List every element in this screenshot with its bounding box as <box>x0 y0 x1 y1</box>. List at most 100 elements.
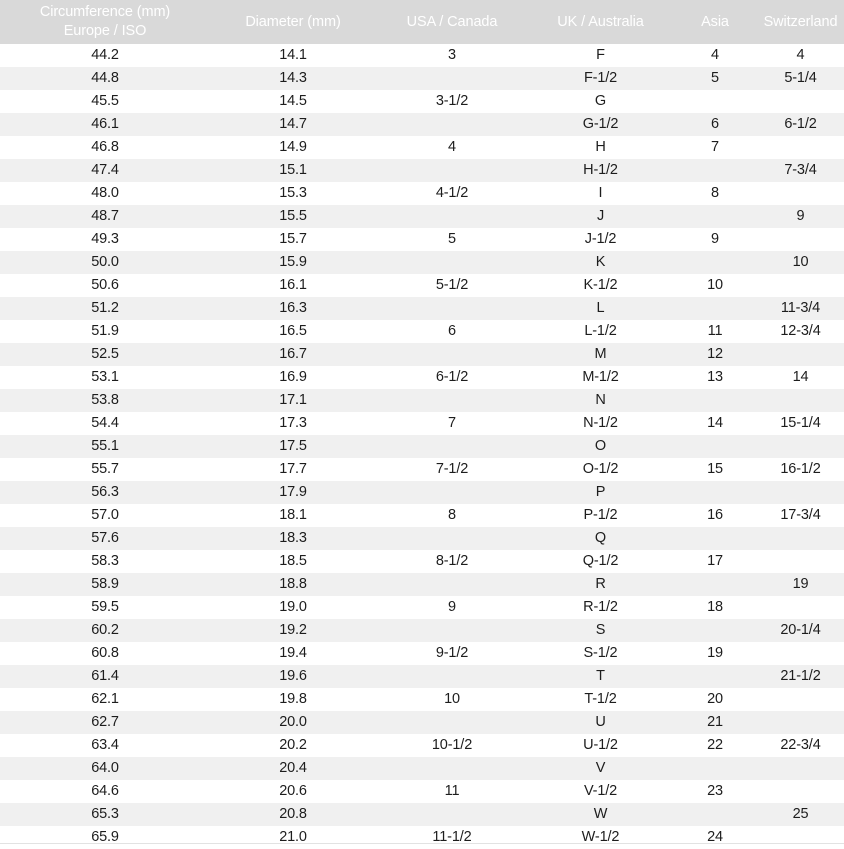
cell-uk_australia: V-1/2 <box>583 783 618 799</box>
table-header: Circumference (mm) Europe / ISO Diameter… <box>0 0 844 44</box>
cell-asia <box>673 297 757 320</box>
cell-diameter: 15.5 <box>279 208 307 224</box>
cell-uk_australia: M <box>594 346 607 362</box>
cell-asia: 22 <box>707 737 723 753</box>
cell-switzerland: 4 <box>796 47 805 63</box>
cell-switzerland <box>757 435 844 458</box>
cell-asia <box>673 573 757 596</box>
cell-circumference: 44.2 <box>91 47 119 63</box>
cell-uk_australia: S-1/2 <box>583 645 618 661</box>
cell-usa_canada: 4-1/2 <box>435 185 469 201</box>
column-header-usa-canada-line1: USA / Canada <box>406 13 498 30</box>
cell-switzerland <box>757 228 844 251</box>
cell-circumference: 45.5 <box>91 93 119 109</box>
cell-circumference: 65.9 <box>91 829 119 845</box>
cell-uk_australia: S <box>595 622 606 638</box>
cell-asia: 9 <box>711 231 719 247</box>
cell-uk_australia: F-1/2 <box>583 70 618 86</box>
cell-asia: 16 <box>707 507 723 523</box>
cell-asia: 21 <box>707 714 723 730</box>
cell-diameter: 17.5 <box>279 438 307 454</box>
cell-circumference: 51.2 <box>91 300 119 316</box>
cell-usa_canada: 7 <box>448 415 456 431</box>
cell-switzerland <box>757 688 844 711</box>
cell-switzerland: 9 <box>796 208 805 224</box>
cell-diameter: 20.4 <box>279 760 307 776</box>
cell-asia <box>673 665 757 688</box>
cell-circumference: 53.1 <box>91 369 119 385</box>
column-header-circumference-line1: Circumference (mm) <box>39 4 171 20</box>
cell-diameter: 18.5 <box>279 553 307 569</box>
cell-switzerland: 14 <box>792 369 809 385</box>
cell-asia: 10 <box>707 277 723 293</box>
cell-usa_canada <box>376 251 528 274</box>
cell-circumference: 50.0 <box>91 254 119 270</box>
cell-uk_australia: J <box>596 208 605 224</box>
cell-asia: 13 <box>707 369 723 385</box>
table-row: 59.5 19.0 9 R-1/2 18 <box>0 596 844 619</box>
cell-circumference: 54.4 <box>91 415 119 431</box>
cell-uk_australia: H-1/2 <box>583 162 618 178</box>
cell-switzerland <box>757 826 844 849</box>
cell-switzerland: 7-3/4 <box>784 162 817 178</box>
cell-asia: 5 <box>711 70 719 86</box>
cell-circumference: 50.6 <box>91 277 119 293</box>
table-row: 58.9 18.8 R 19 <box>0 573 844 596</box>
column-header-diameter-line1: Diameter (mm) <box>245 13 341 30</box>
table-row: 46.1 14.7 G-1/2 6 6-1/2 <box>0 113 844 136</box>
column-header-asia: Asia <box>673 0 757 44</box>
cell-usa_canada: 8 <box>448 507 456 523</box>
table-row: 64.0 20.4 V <box>0 757 844 780</box>
cell-diameter: 17.7 <box>279 461 307 477</box>
cell-usa_canada <box>376 113 528 136</box>
table-row: 48.0 15.3 4-1/2 I 8 <box>0 182 844 205</box>
cell-usa_canada: 9 <box>448 599 456 615</box>
cell-usa_canada <box>376 527 528 550</box>
cell-uk_australia: P <box>595 484 606 500</box>
cell-asia: 15 <box>707 461 723 477</box>
cell-usa_canada: 3-1/2 <box>435 93 469 109</box>
cell-asia <box>673 481 757 504</box>
table-row: 60.8 19.4 9-1/2 S-1/2 19 <box>0 642 844 665</box>
cell-asia <box>673 527 757 550</box>
cell-asia <box>673 205 757 228</box>
cell-uk_australia: G-1/2 <box>582 116 619 132</box>
cell-usa_canada <box>376 665 528 688</box>
cell-switzerland: 22-3/4 <box>780 737 821 753</box>
table-row: 44.8 14.3 F-1/2 5 5-1/4 <box>0 67 844 90</box>
cell-usa_canada: 7-1/2 <box>435 461 469 477</box>
cell-switzerland <box>757 550 844 573</box>
cell-diameter: 14.5 <box>279 93 307 109</box>
cell-asia: 7 <box>711 139 719 155</box>
cell-switzerland: 21-1/2 <box>780 668 821 684</box>
cell-circumference: 47.4 <box>91 162 119 178</box>
cell-switzerland <box>757 596 844 619</box>
column-header-diameter: Diameter (mm) <box>210 0 376 44</box>
cell-circumference: 62.7 <box>91 714 119 730</box>
table-row: 55.1 17.5 O <box>0 435 844 458</box>
cell-diameter: 15.3 <box>279 185 307 201</box>
cell-asia <box>673 251 757 274</box>
cell-circumference: 46.8 <box>91 139 119 155</box>
table-row: 46.8 14.9 4 H 7 <box>0 136 844 159</box>
cell-switzerland: 16-1/2 <box>780 461 821 477</box>
cell-uk_australia: R <box>595 576 606 592</box>
cell-circumference: 58.3 <box>91 553 119 569</box>
cell-usa_canada: 11-1/2 <box>432 829 472 845</box>
cell-circumference: 58.9 <box>91 576 119 592</box>
cell-uk_australia: I <box>598 185 603 201</box>
cell-usa_canada <box>376 481 528 504</box>
cell-diameter: 15.9 <box>279 254 307 270</box>
table-row: 60.2 19.2 S 20-1/4 <box>0 619 844 642</box>
cell-switzerland: 5-1/4 <box>784 70 817 86</box>
table-body: 44.2 14.1 3 F 4 4 44.8 14.3 F-1/2 5 5-1/4 45.5 14.5 3… <box>0 44 844 849</box>
cell-asia: 8 <box>711 185 719 201</box>
table-row: 45.5 14.5 3-1/2 G <box>0 90 844 113</box>
cell-usa_canada: 3 <box>448 47 456 63</box>
cell-diameter: 16.1 <box>279 277 307 293</box>
cell-diameter: 20.8 <box>279 806 307 822</box>
cell-diameter: 18.8 <box>279 576 307 592</box>
table-row: 65.9 21.0 11-1/2 W-1/2 24 <box>0 826 844 849</box>
cell-switzerland: 11-3/4 <box>780 300 821 316</box>
